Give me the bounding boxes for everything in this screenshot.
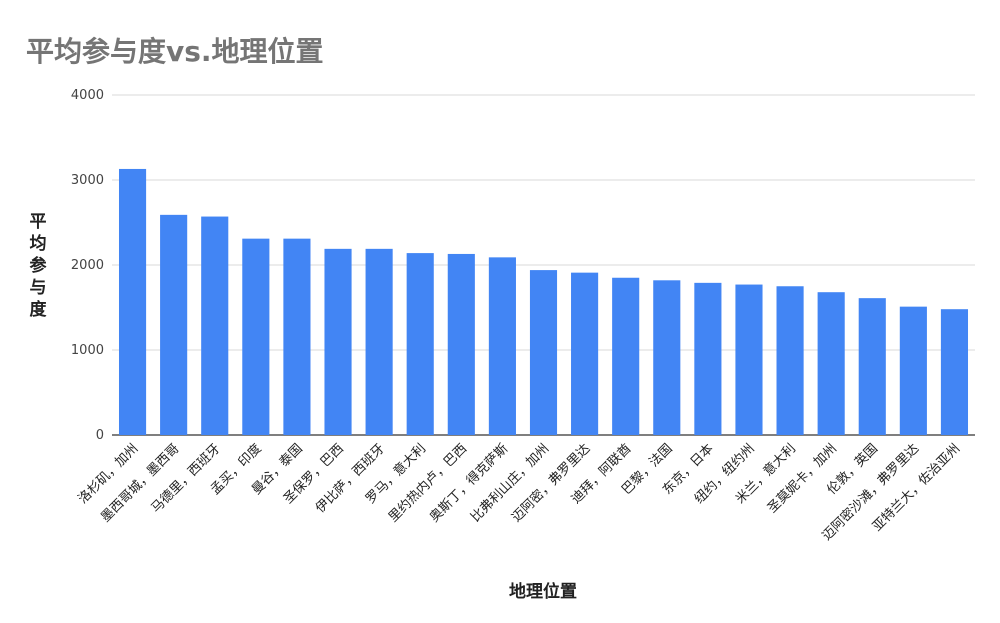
bar [160,214,188,435]
bar [242,238,270,435]
bar [447,253,475,435]
bar [488,257,516,435]
x-tick-label: 比弗利山庄，加州 [467,441,552,526]
y-tick-label: 4000 [71,88,104,103]
bar [283,238,311,435]
bar [406,253,434,435]
bar [118,168,147,435]
y-tick-labels: 0 1000 2000 3000 4000 [71,88,104,443]
bar [324,248,352,435]
bar [653,280,681,435]
bar [817,292,845,435]
bar [940,309,969,435]
x-category-labels: 洛杉矶，加州墨西哥城，墨西哥马德里，西班牙孟买，印度曼谷，泰国圣保罗，巴西伊比萨… [76,441,964,544]
bars [118,168,969,435]
bar [365,248,393,435]
bar [899,306,927,435]
bar [571,272,599,435]
x-tick-label: 迈阿密，弗罗里达 [509,441,594,526]
x-tick-label: 奥斯丁，得克萨斯 [426,441,511,526]
bar [612,277,640,435]
y-tick-label: 2000 [71,258,104,273]
y-tick-label: 0 [96,428,104,443]
x-tick-label: 里约热内卢，巴西 [385,441,470,526]
bar [201,216,229,435]
y-tick-label: 3000 [71,173,104,188]
bar [694,282,722,435]
y-tick-label: 1000 [71,343,104,358]
chart-title: 平均参与度vs.地理位置 [26,35,324,68]
bar [776,286,804,435]
bar [529,270,558,435]
bar [735,284,763,435]
bar [858,298,886,435]
y-axis-title: 平均参与度 [30,212,48,320]
x-axis-title: 地理位置 [509,581,577,602]
